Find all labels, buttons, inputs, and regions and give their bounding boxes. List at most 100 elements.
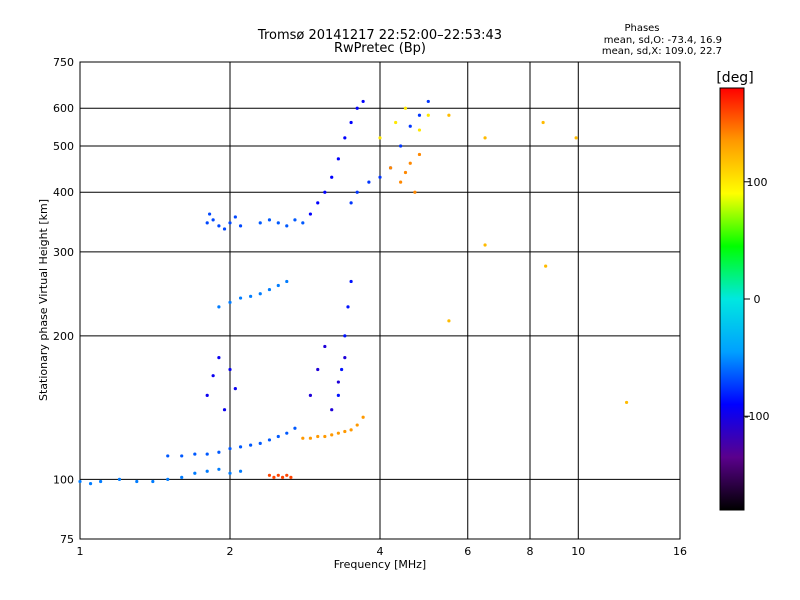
data-point	[293, 426, 297, 430]
y-axis-label: Stationary phase Virtual Height [km]	[37, 199, 50, 401]
data-point	[151, 479, 155, 484]
data-point	[222, 227, 227, 231]
data-point	[417, 128, 422, 132]
data-point	[249, 294, 253, 298]
colorbar-label: [deg]	[716, 70, 753, 86]
data-point	[228, 367, 232, 372]
data-point	[343, 334, 347, 338]
data-point	[426, 113, 430, 117]
data-point	[217, 356, 221, 360]
data-point	[228, 447, 232, 451]
x-tick-label: 10	[571, 545, 585, 558]
data-point	[99, 479, 103, 484]
data-point	[233, 387, 237, 391]
data-point	[276, 434, 280, 439]
chart-title: Tromsø 20141217 22:52:00–22:53:43	[257, 28, 502, 43]
data-point	[330, 408, 334, 412]
data-point	[336, 393, 340, 398]
data-point	[346, 305, 350, 309]
data-point	[413, 190, 417, 194]
data-point	[238, 445, 243, 449]
x-tick-label: 16	[673, 545, 687, 558]
data-point	[349, 279, 353, 284]
x-tick-label: 2	[227, 545, 234, 558]
data-point	[180, 454, 184, 458]
data-point	[88, 481, 93, 486]
data-point	[228, 300, 232, 305]
data-point	[316, 367, 320, 372]
x-tick-label: 4	[377, 545, 384, 558]
data-point	[280, 475, 285, 479]
data-point	[403, 170, 408, 175]
data-point	[308, 212, 313, 216]
data-point	[316, 201, 320, 205]
data-point	[238, 224, 243, 228]
y-tick-label: 75	[60, 533, 74, 546]
data-point	[378, 136, 382, 140]
data-point	[574, 136, 578, 140]
data-point	[217, 224, 221, 228]
stats-heading: Phases	[624, 23, 659, 34]
data-point	[267, 438, 272, 442]
data-point	[336, 380, 340, 384]
data-point	[399, 180, 403, 184]
data-point	[258, 441, 262, 445]
y-tick-label: 600	[53, 102, 74, 115]
colorbar-ticks: 100 0 -100	[744, 176, 769, 423]
data-point	[544, 264, 548, 268]
data-point	[388, 166, 393, 170]
data-point	[289, 475, 293, 479]
data-point	[417, 113, 422, 117]
data-point	[483, 243, 487, 247]
data-point	[301, 436, 305, 440]
data-point	[355, 106, 359, 110]
data-point	[447, 113, 451, 117]
data-point	[276, 221, 280, 225]
colorbar	[719, 87, 745, 511]
stats-line-o: mean, sd,O: -73.4, 16.9	[604, 35, 722, 46]
data-point	[293, 218, 297, 222]
data-point	[166, 477, 170, 482]
data-point	[361, 99, 365, 104]
data-point	[238, 469, 243, 473]
data-point	[447, 319, 451, 323]
data-point	[205, 221, 209, 225]
y-axis-ticks: 75 100 200 300 400 500 600 750	[53, 56, 74, 546]
colorbar-tick-label: 0	[754, 293, 761, 306]
data-point	[205, 469, 209, 473]
data-point	[403, 106, 408, 110]
y-tick-label: 400	[53, 186, 74, 199]
data-point	[340, 367, 344, 372]
data-point	[330, 175, 334, 179]
data-point	[330, 433, 334, 437]
data-point	[301, 221, 305, 225]
data-point	[355, 423, 359, 427]
data-point	[217, 450, 221, 454]
data-point	[408, 124, 412, 128]
data-point	[323, 190, 327, 194]
data-point	[349, 120, 353, 125]
data-point	[222, 408, 227, 412]
chart-subtitle: RwPretec (Bp)	[334, 41, 426, 56]
y-tick-label: 500	[53, 140, 74, 153]
data-point	[276, 473, 280, 477]
data-point	[323, 434, 327, 439]
data-point	[207, 212, 212, 216]
data-point	[258, 221, 262, 225]
x-axis-ticks: 1 2 4 6 8 10 16	[77, 545, 688, 558]
data-point	[238, 296, 243, 300]
data-point	[78, 479, 82, 484]
data-point	[343, 429, 347, 434]
data-point	[276, 283, 280, 288]
data-point	[343, 356, 347, 360]
data-point	[349, 428, 353, 432]
data-point	[336, 431, 340, 435]
data-point	[349, 201, 353, 205]
data-point	[285, 224, 289, 228]
data-point	[249, 443, 253, 447]
y-tick-label: 200	[53, 330, 74, 343]
stats-line-x: mean, sd,X: 109.0, 22.7	[602, 46, 722, 57]
data-point	[180, 475, 184, 479]
x-axis-label: Frequency [MHz]	[334, 558, 426, 571]
